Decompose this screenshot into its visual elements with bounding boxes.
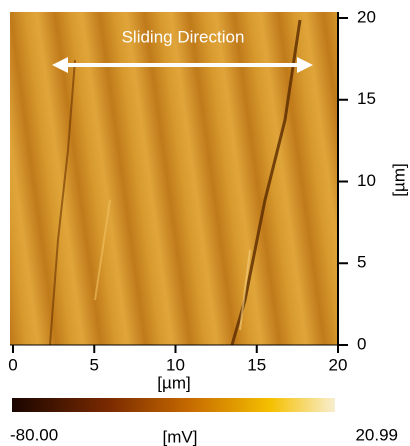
x-axis-label: [µm] xyxy=(157,373,190,392)
x-tick-label: 15 xyxy=(247,355,266,374)
colorbar-unit: [mV] xyxy=(163,427,198,446)
afm-image xyxy=(10,12,338,346)
y-tick-label: 5 xyxy=(357,253,366,272)
y-tick-label: 10 xyxy=(357,171,376,190)
x-tick-label: 10 xyxy=(166,355,185,374)
x-tick-label: 20 xyxy=(329,355,348,374)
y-tick-label: 20 xyxy=(357,7,376,26)
x-tick-label: 5 xyxy=(90,355,99,374)
y-axis-label: [µm] xyxy=(389,163,408,196)
colorbar-min: -80.00 xyxy=(10,425,58,444)
colorbar-max: 20.99 xyxy=(355,425,398,444)
x-tick-label: 0 xyxy=(8,355,17,374)
y-tick-label: 15 xyxy=(357,89,376,108)
y-tick-label: 0 xyxy=(357,334,366,353)
annotation: Sliding Direction xyxy=(122,27,245,46)
colorbar xyxy=(12,398,335,412)
